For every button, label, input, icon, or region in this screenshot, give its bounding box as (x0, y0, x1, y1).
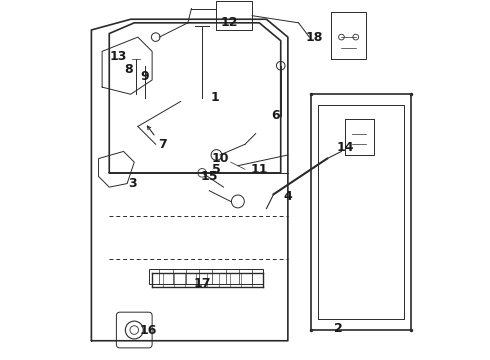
Text: 2: 2 (334, 322, 342, 335)
Text: 10: 10 (211, 152, 229, 165)
Text: 13: 13 (109, 50, 127, 63)
Text: 7: 7 (158, 138, 167, 151)
Bar (148, 269, 263, 284)
Text: 6: 6 (271, 109, 280, 122)
Text: 16: 16 (140, 324, 157, 337)
Text: 1: 1 (210, 91, 219, 104)
Text: 17: 17 (194, 277, 211, 290)
FancyArrowPatch shape (147, 126, 154, 135)
Text: 15: 15 (200, 170, 218, 183)
Text: 9: 9 (141, 70, 149, 83)
Text: 3: 3 (128, 177, 137, 190)
Text: 12: 12 (220, 16, 238, 29)
Text: 18: 18 (306, 31, 323, 44)
Text: 11: 11 (250, 163, 268, 176)
Text: 8: 8 (124, 63, 133, 76)
Text: 4: 4 (284, 190, 292, 203)
Text: 14: 14 (336, 141, 354, 154)
Text: 5: 5 (212, 163, 221, 176)
